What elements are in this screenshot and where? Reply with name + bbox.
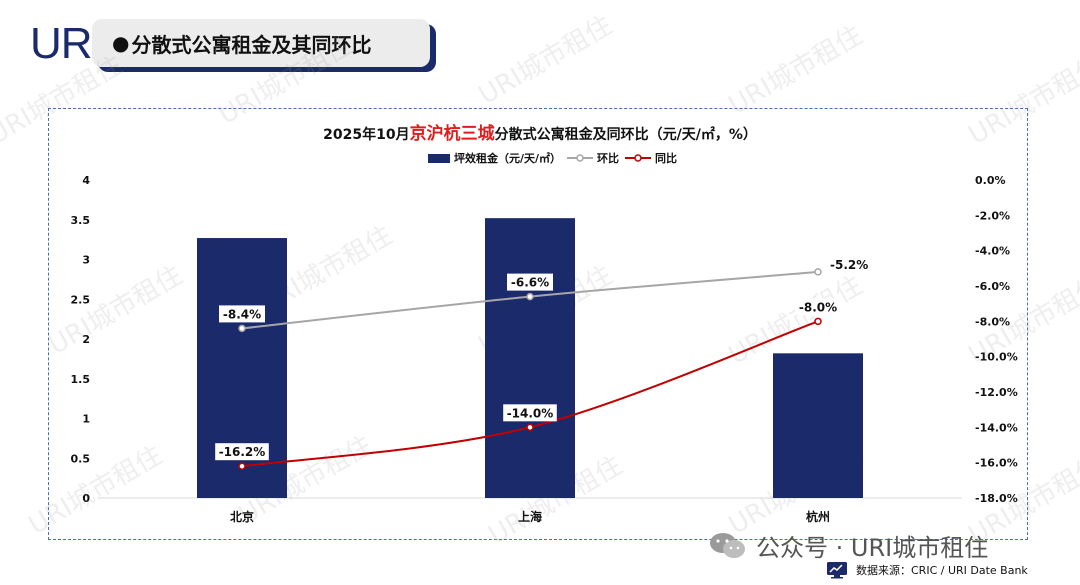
chart-title-prefix: 2025年10月 xyxy=(323,127,410,143)
y-left-tick-label: 4 xyxy=(82,174,90,187)
y-right-tick-label: -18.0% xyxy=(975,492,1018,505)
chart-title-highlight: 京沪杭三城 xyxy=(409,124,495,144)
monitor-chart-icon xyxy=(827,562,847,579)
y-right-tick-label: -2.0% xyxy=(975,209,1010,222)
uri-logo: URI xyxy=(30,19,104,68)
chart-legend: 坪效租金（元/天/㎡） 环比 同比 xyxy=(428,150,677,166)
y-left-tick-label: 3 xyxy=(82,254,90,267)
mom-label-box xyxy=(507,273,553,291)
y-left-tick-label: 3.5 xyxy=(71,214,91,227)
chart-title-suffix: 分散式公寓租金及同环比（元/天/㎡，%） xyxy=(494,127,757,143)
x-tick-label: 杭州 xyxy=(806,509,830,524)
wechat-text: 公众号 · URI城市租住 xyxy=(756,534,989,562)
yoy-label-box xyxy=(215,443,269,461)
yoy-point xyxy=(526,423,534,432)
mom-data-label: -8.4% xyxy=(223,307,261,321)
y-left-tick-label: 0 xyxy=(82,492,90,505)
y-right-tick-label: -14.0% xyxy=(975,421,1018,434)
y-right-tick-label: -12.0% xyxy=(975,386,1018,399)
x-tick-label: 北京 xyxy=(230,509,254,524)
legend-item-yoy: 同比 xyxy=(625,150,677,166)
y-left-tick-label: 1 xyxy=(82,413,90,426)
y-right-tick-label: -10.0% xyxy=(975,351,1018,364)
yoy-label-box xyxy=(503,404,557,422)
data-source: 数据来源：CRIC / URI Date Bank xyxy=(826,561,1028,579)
legend-item-mom: 环比 xyxy=(567,150,619,166)
y-left-tick-label: 2.5 xyxy=(71,293,91,306)
y-left-tick-label: 0.5 xyxy=(71,452,91,465)
wechat-badge: 公众号 · URI城市租住 xyxy=(708,528,988,563)
yoy-data-label: -14.0% xyxy=(507,406,554,420)
legend-swatch-bar xyxy=(428,153,450,163)
wechat-icon xyxy=(710,532,745,558)
legend-item-rent: 坪效租金（元/天/㎡） xyxy=(428,150,561,166)
mom-point xyxy=(814,268,822,276)
banner-title: 分散式公寓租金及其同环比 xyxy=(131,32,372,57)
legend-label-rent: 坪效租金（元/天/㎡） xyxy=(454,152,562,165)
bar xyxy=(485,218,575,498)
mom-data-label: -6.6% xyxy=(511,276,549,290)
x-tick-label: 上海 xyxy=(518,509,542,524)
y-left-tick-label: 2 xyxy=(82,333,90,346)
yoy-label-box xyxy=(795,298,841,316)
bar xyxy=(773,353,863,498)
y-right-tick-label: -4.0% xyxy=(975,245,1010,258)
chart-panel xyxy=(48,108,1028,540)
mom-data-label: -5.2% xyxy=(830,258,868,272)
source-text: 数据来源：CRIC / URI Date Bank xyxy=(856,564,1028,577)
yoy-point xyxy=(238,462,246,470)
chart-title: 2025年10月京沪杭三城分散式公寓租金及同环比（元/天/㎡，%） xyxy=(0,119,1080,144)
mom-label-box xyxy=(219,305,265,323)
title-banner: ● 分散式公寓租金及其同环比 xyxy=(92,19,430,67)
legend-label-mom: 环比 xyxy=(597,152,620,165)
yoy-point xyxy=(814,317,822,326)
y-right-tick-label: -6.0% xyxy=(975,280,1010,293)
legend-label-yoy: 同比 xyxy=(655,152,678,165)
yoy-data-label: -8.0% xyxy=(799,300,837,314)
bullet-dot: ● xyxy=(112,31,130,55)
legend-swatch-mom xyxy=(567,154,594,162)
mom-point xyxy=(238,324,246,333)
legend-swatch-yoy xyxy=(625,154,652,162)
y-right-tick-label: 0.0% xyxy=(975,174,1006,187)
y-left-tick-label: 1.5 xyxy=(71,373,91,386)
y-right-tick-label: -16.0% xyxy=(975,457,1018,470)
mom-point xyxy=(526,292,534,301)
yoy-data-label: -16.2% xyxy=(219,445,266,459)
y-right-tick-label: -8.0% xyxy=(975,315,1010,328)
